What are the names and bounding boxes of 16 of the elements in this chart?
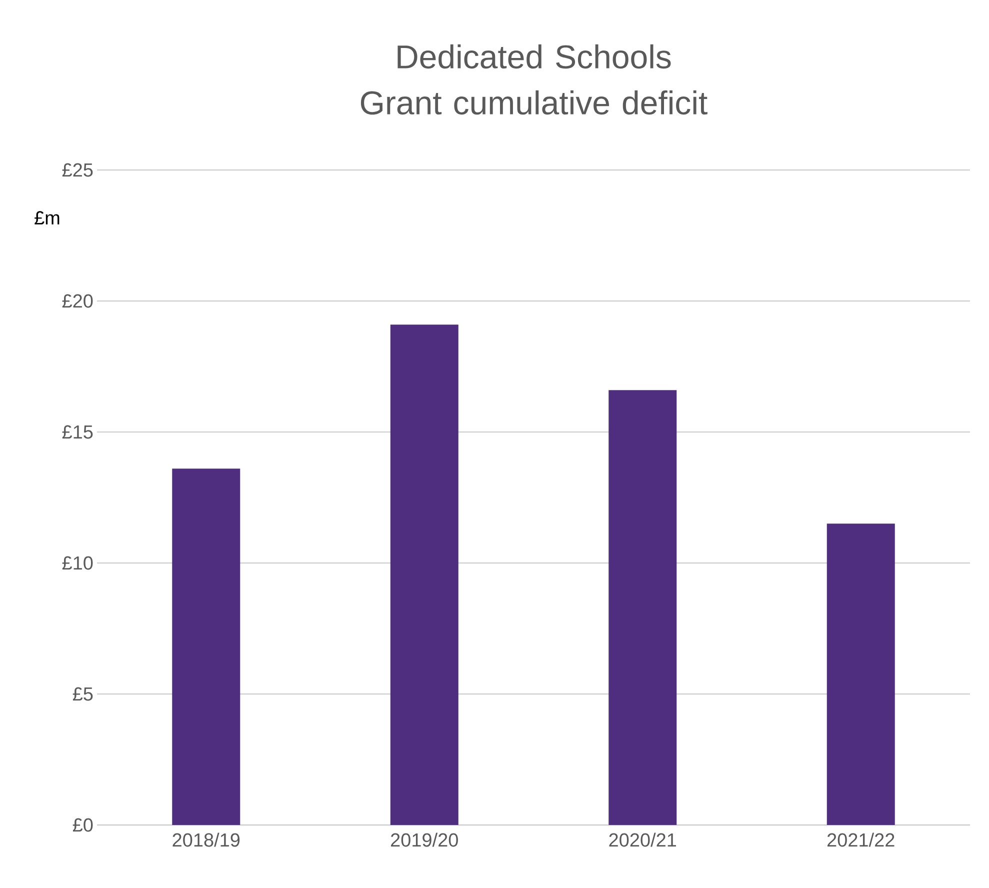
x-tick-label: 2018/19 bbox=[172, 832, 240, 847]
chart-title: Dedicated Schools Grant cumulative deficit bbox=[360, 44, 708, 115]
y-tick-label: £25 bbox=[62, 163, 93, 177]
y-tick-label: £5 bbox=[72, 687, 93, 701]
y-tick-label: £15 bbox=[62, 425, 93, 439]
x-tick-label: 2019/20 bbox=[390, 832, 458, 847]
bar bbox=[826, 524, 895, 825]
bar bbox=[390, 324, 458, 825]
bar bbox=[172, 468, 240, 825]
y-tick-label: £20 bbox=[62, 294, 93, 308]
x-tick-label: 2021/22 bbox=[827, 832, 894, 847]
x-tick-label: 2020/21 bbox=[609, 832, 676, 847]
y-tick-label: £0 bbox=[72, 818, 93, 832]
bar bbox=[608, 390, 677, 825]
y-axis-title: £m bbox=[34, 211, 60, 224]
y-tick-label: £10 bbox=[62, 556, 93, 570]
